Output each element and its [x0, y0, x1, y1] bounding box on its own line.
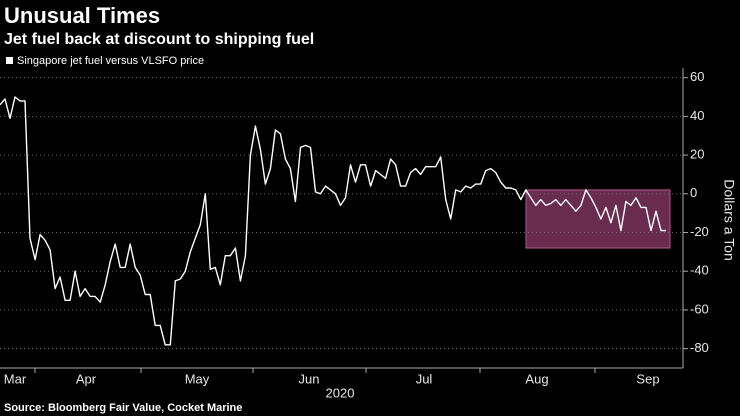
x-tick-label: May	[185, 371, 210, 386]
y-tick-label: 0	[690, 185, 697, 200]
y-tick-label: 20	[690, 147, 704, 162]
legend-swatch	[6, 57, 13, 64]
legend-label: Singapore jet fuel versus VLSFO price	[17, 55, 204, 67]
x-tick-label: Mar	[4, 371, 27, 386]
y-tick-label: 60	[690, 69, 704, 84]
y-tick-label: -60	[690, 301, 709, 316]
y-tick-label: -40	[690, 263, 709, 278]
source: Source: Bloomberg Fair Value, Cocket Mar…	[4, 402, 242, 414]
y-tick-label: -20	[690, 224, 709, 239]
chart-title: Unusual Times	[4, 3, 160, 28]
x-tick-label: Apr	[76, 371, 97, 386]
x-tick-label: Aug	[525, 371, 548, 386]
y-tick-label: -80	[690, 340, 709, 355]
x-tick-label: Jul	[416, 371, 433, 386]
chart-subtitle: Jet fuel back at discount to shipping fu…	[4, 31, 314, 48]
y-tick-label: 40	[690, 108, 704, 123]
x-year-label: 2020	[326, 385, 355, 400]
x-tick-label: Jun	[299, 371, 320, 386]
y-axis-label: Dollars a Ton	[721, 179, 737, 260]
series-line	[0, 96, 666, 346]
highlight-region	[525, 189, 671, 249]
x-tick-label: Sep	[636, 371, 659, 386]
